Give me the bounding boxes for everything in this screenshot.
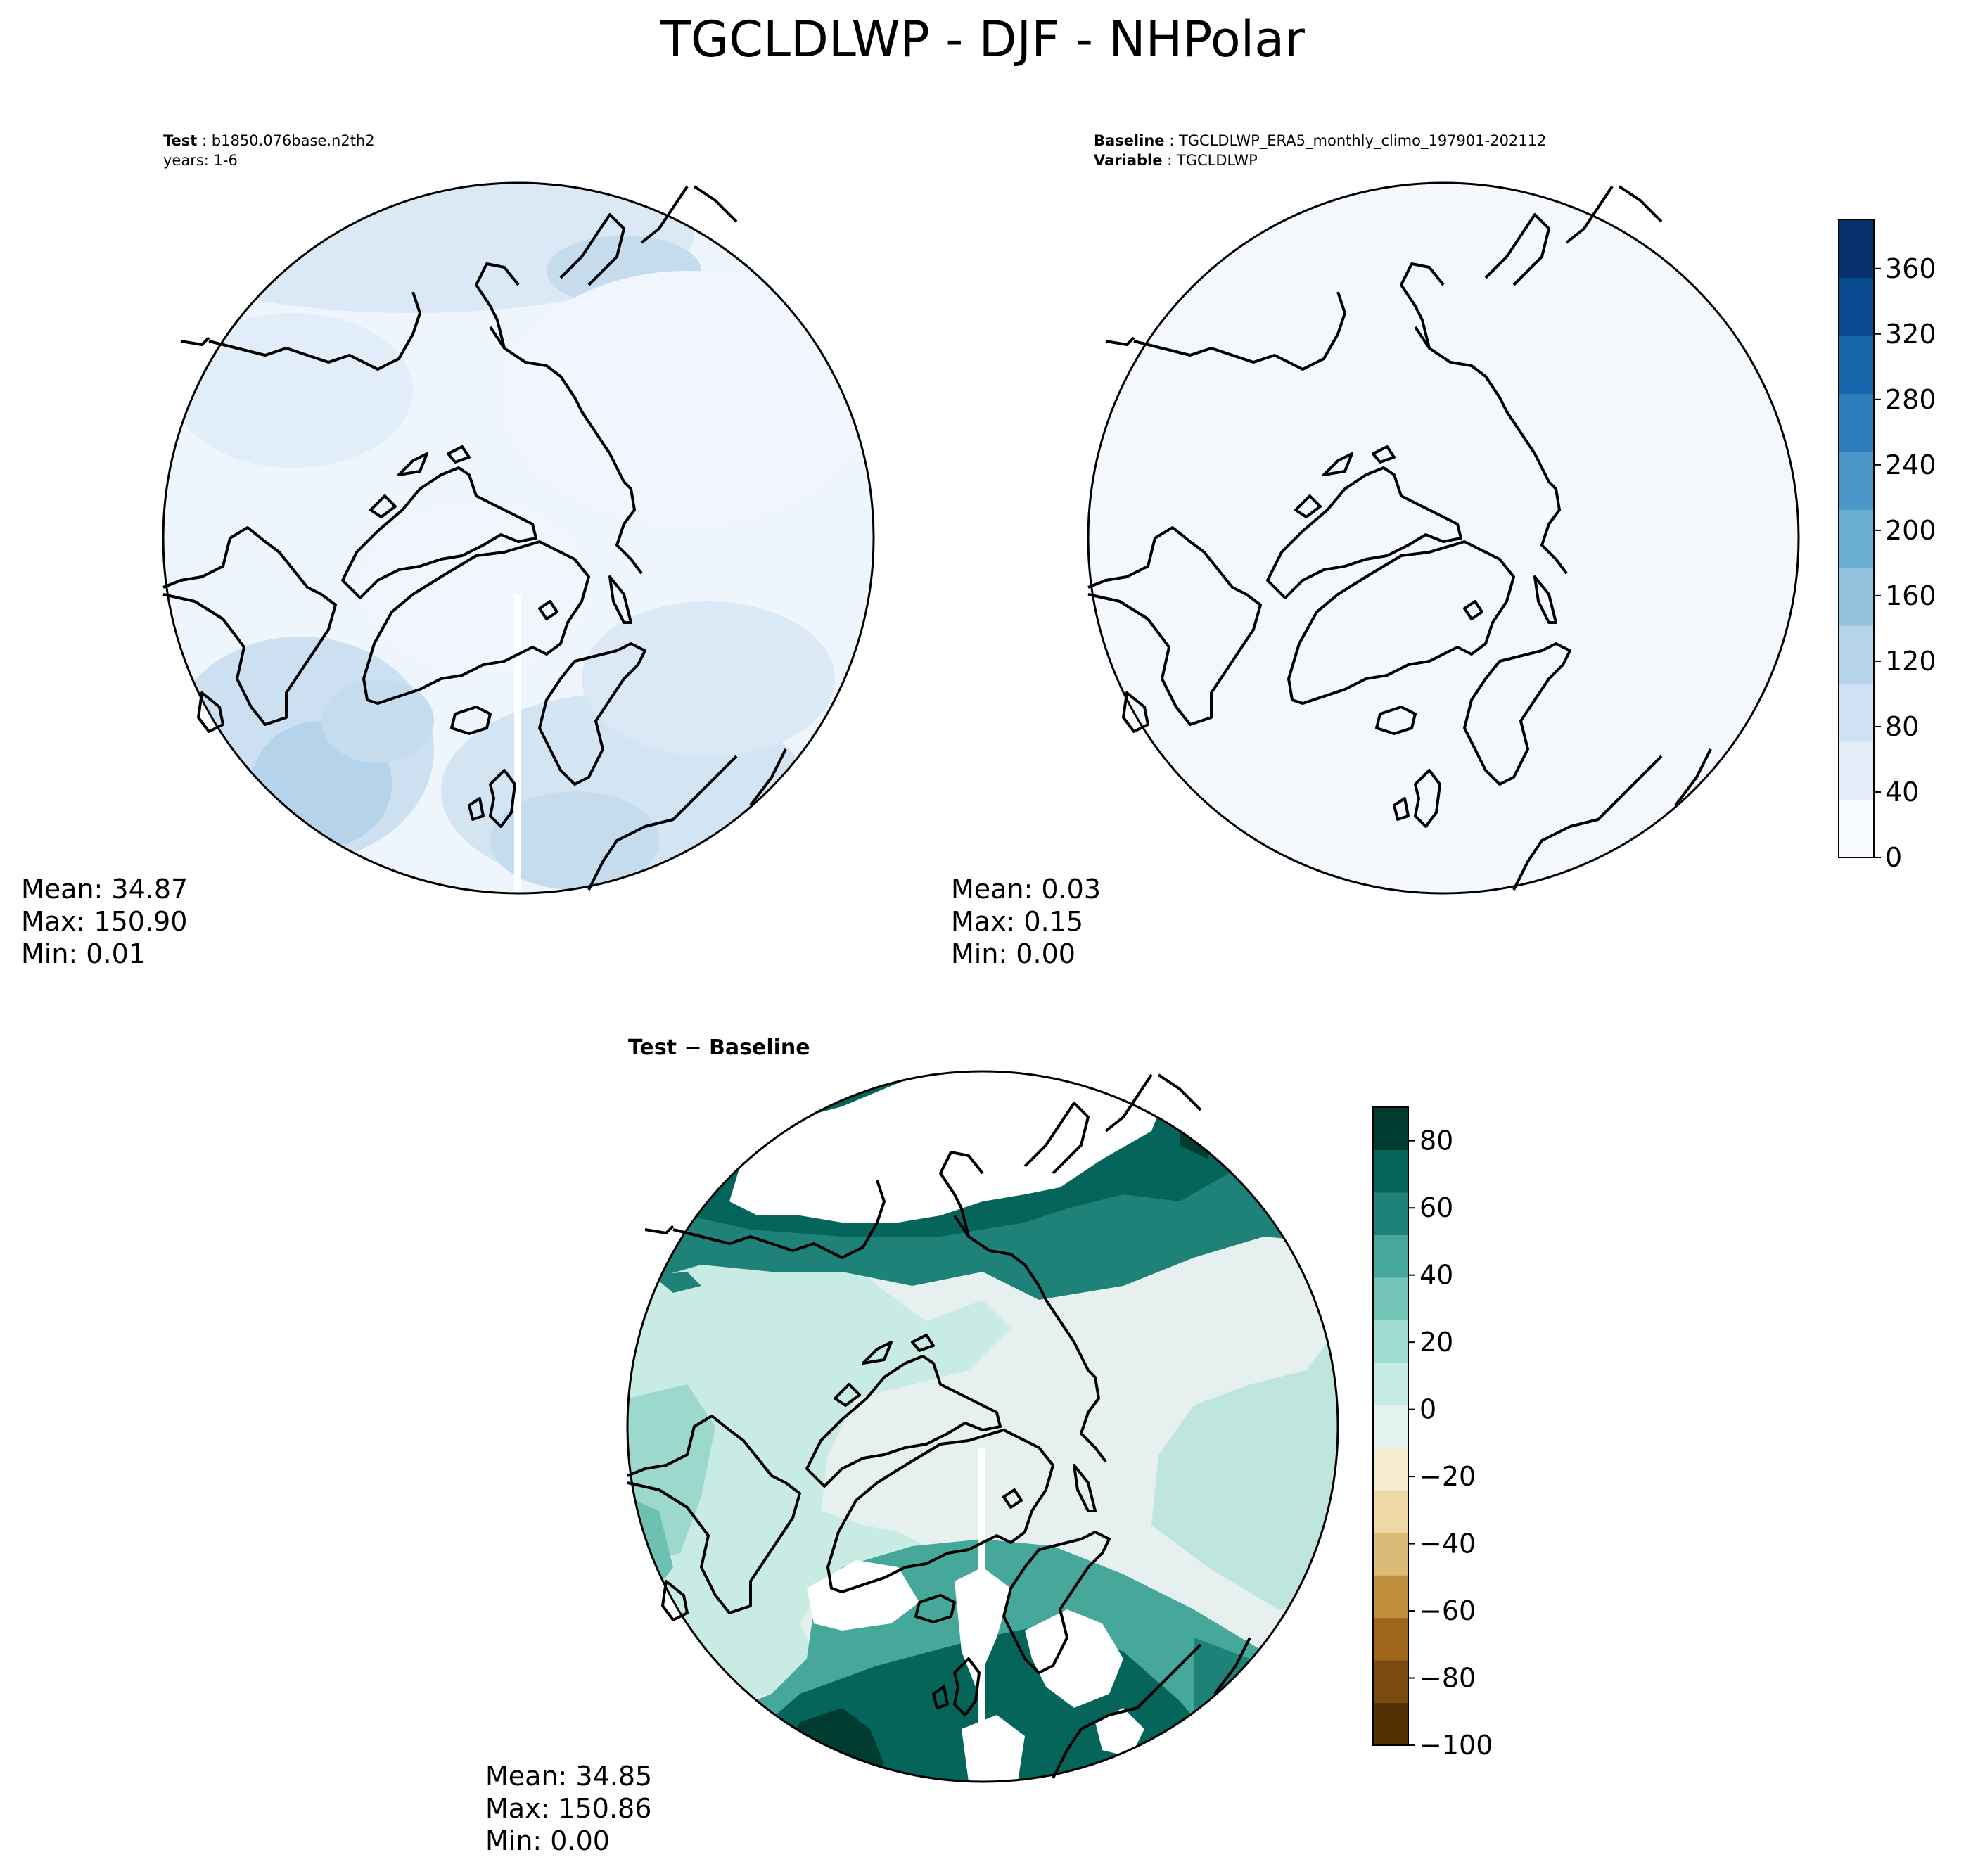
- colorbar-swatch: [1839, 451, 1874, 510]
- test-panel: Test : b1850.076base.n2th2 years: 1-6: [21, 132, 875, 969]
- figure-title: TGCLDLWP - DJF - NHPolar: [660, 11, 1305, 68]
- colorbar-frame: [1838, 219, 1875, 858]
- colorbar-swatch: [1373, 1149, 1408, 1193]
- colorbar-tick-label: 0: [1419, 1394, 1436, 1425]
- colorbar-tick-label: 20: [1419, 1327, 1453, 1358]
- baseline-colorbar: 0 40 80 120 160 200 240 280 320 360: [1838, 219, 1936, 873]
- colorbar-ticks: 0 40 80 120 160 200 240 280 320 360: [1874, 253, 1936, 873]
- test-min: Min: 0.01: [21, 938, 146, 969]
- colorbar-tick-label: 80: [1885, 711, 1919, 742]
- colorbar-swatches: [1373, 1107, 1408, 1746]
- colorbar-swatch: [1373, 1277, 1408, 1320]
- test-years: years: 1-6: [163, 152, 238, 169]
- colorbar-tick-label: 160: [1885, 580, 1936, 611]
- colorbar-tick-label: 80: [1419, 1125, 1453, 1156]
- colorbar-frame: [1372, 1106, 1409, 1746]
- colorbar-swatch: [1839, 741, 1874, 800]
- baseline-label-value: TGCLDLWP_ERA5_monthly_climo_197901-20211…: [1178, 132, 1546, 150]
- colorbar-tick-label: 280: [1885, 384, 1936, 415]
- colorbar-swatch: [1373, 1447, 1408, 1491]
- colorbar-swatch: [1839, 393, 1874, 452]
- test-stats: Mean: 34.87 Max: 150.90 Min: 0.01: [21, 874, 188, 969]
- colorbar-swatch: [1373, 1362, 1408, 1405]
- colorbar-swatch: [1839, 567, 1874, 626]
- colorbar-swatch: [1373, 1320, 1408, 1363]
- test-label: Test : b1850.076base.n2th2: [163, 132, 375, 149]
- colorbar-swatch: [1373, 1660, 1408, 1704]
- baseline-max: Max: 0.15: [951, 906, 1083, 937]
- colorbar-tick-label: 0: [1885, 842, 1902, 873]
- colorbar-swatch: [1373, 1617, 1408, 1661]
- colorbar-tick-label: 200: [1885, 515, 1936, 546]
- test-max: Max: 150.90: [21, 906, 187, 937]
- colorbar-swatch: [1839, 625, 1874, 684]
- colorbar-swatch: [1373, 1490, 1408, 1533]
- colorbar-tick-label: −100: [1419, 1730, 1493, 1761]
- diff-panel: Test − Baseline: [485, 1035, 1493, 1856]
- baseline-stats: Mean: 0.03 Max: 0.15 Min: 0.00: [951, 874, 1101, 969]
- baseline-mean: Mean: 0.03: [951, 874, 1101, 905]
- colorbar-swatches: [1839, 219, 1874, 858]
- colorbar-swatch: [1839, 277, 1874, 336]
- colorbar-swatch: [1373, 1405, 1408, 1448]
- colorbar-swatch: [1839, 509, 1874, 568]
- colorbar-tick-label: 40: [1419, 1260, 1453, 1291]
- colorbar-swatch: [1839, 683, 1874, 742]
- colorbar-tick-label: −80: [1419, 1663, 1476, 1694]
- colorbar-tick-label: 40: [1885, 777, 1919, 808]
- test-label-value: b1850.076base.n2th2: [212, 132, 375, 149]
- diff-colorbar: −100 −80 −60 −40 −20 0 20 40 60 80: [1372, 1106, 1493, 1761]
- colorbar-tick-label: 240: [1885, 449, 1936, 480]
- baseline-variable-value: TGCLDLWP: [1176, 152, 1258, 169]
- colorbar-swatch: [1373, 1192, 1408, 1235]
- colorbar-swatch: [1839, 335, 1874, 394]
- test-map: [162, 181, 875, 895]
- colorbar-swatch: [1373, 1107, 1408, 1151]
- colorbar-swatch: [1839, 219, 1874, 279]
- diff-min: Min: 0.00: [485, 1825, 610, 1856]
- test-mean: Mean: 34.87: [21, 874, 188, 905]
- colorbar-tick-label: −20: [1419, 1461, 1476, 1492]
- baseline-map: [1087, 181, 1800, 895]
- diff-title: Test − Baseline: [628, 1035, 810, 1060]
- colorbar-swatch: [1373, 1575, 1408, 1619]
- diff-stats: Mean: 34.85 Max: 150.86 Min: 0.00: [485, 1761, 652, 1856]
- colorbar-tick-label: 360: [1885, 253, 1936, 284]
- colorbar-tick-label: 120: [1885, 646, 1936, 677]
- colorbar-swatch: [1373, 1702, 1408, 1746]
- test-label-key: Test: [163, 132, 197, 149]
- diff-map: [626, 1070, 1339, 1783]
- colorbar-tick-label: 60: [1419, 1192, 1453, 1223]
- diff-max: Max: 150.86: [485, 1793, 651, 1824]
- baseline-variable-key: Variable: [1094, 152, 1162, 169]
- colorbar-ticks: −100 −80 −60 −40 −20 0 20 40 60 80: [1408, 1125, 1493, 1761]
- colorbar-tick-label: 320: [1885, 319, 1936, 350]
- colorbar-tick-label: −40: [1419, 1529, 1476, 1559]
- baseline-min: Min: 0.00: [951, 938, 1075, 969]
- colorbar-swatch: [1373, 1532, 1408, 1576]
- baseline-variable: Variable : TGCLDLWP: [1094, 152, 1258, 169]
- baseline-label-key: Baseline: [1094, 132, 1165, 149]
- diff-mean: Mean: 34.85: [485, 1761, 652, 1792]
- baseline-label: Baseline : TGCLDLWP_ERA5_monthly_climo_1…: [1094, 132, 1546, 150]
- baseline-panel: Baseline : TGCLDLWP_ERA5_monthly_climo_1…: [951, 132, 1936, 969]
- colorbar-swatch: [1839, 799, 1874, 858]
- colorbar-swatch: [1373, 1234, 1408, 1278]
- colorbar-tick-label: −60: [1419, 1595, 1476, 1626]
